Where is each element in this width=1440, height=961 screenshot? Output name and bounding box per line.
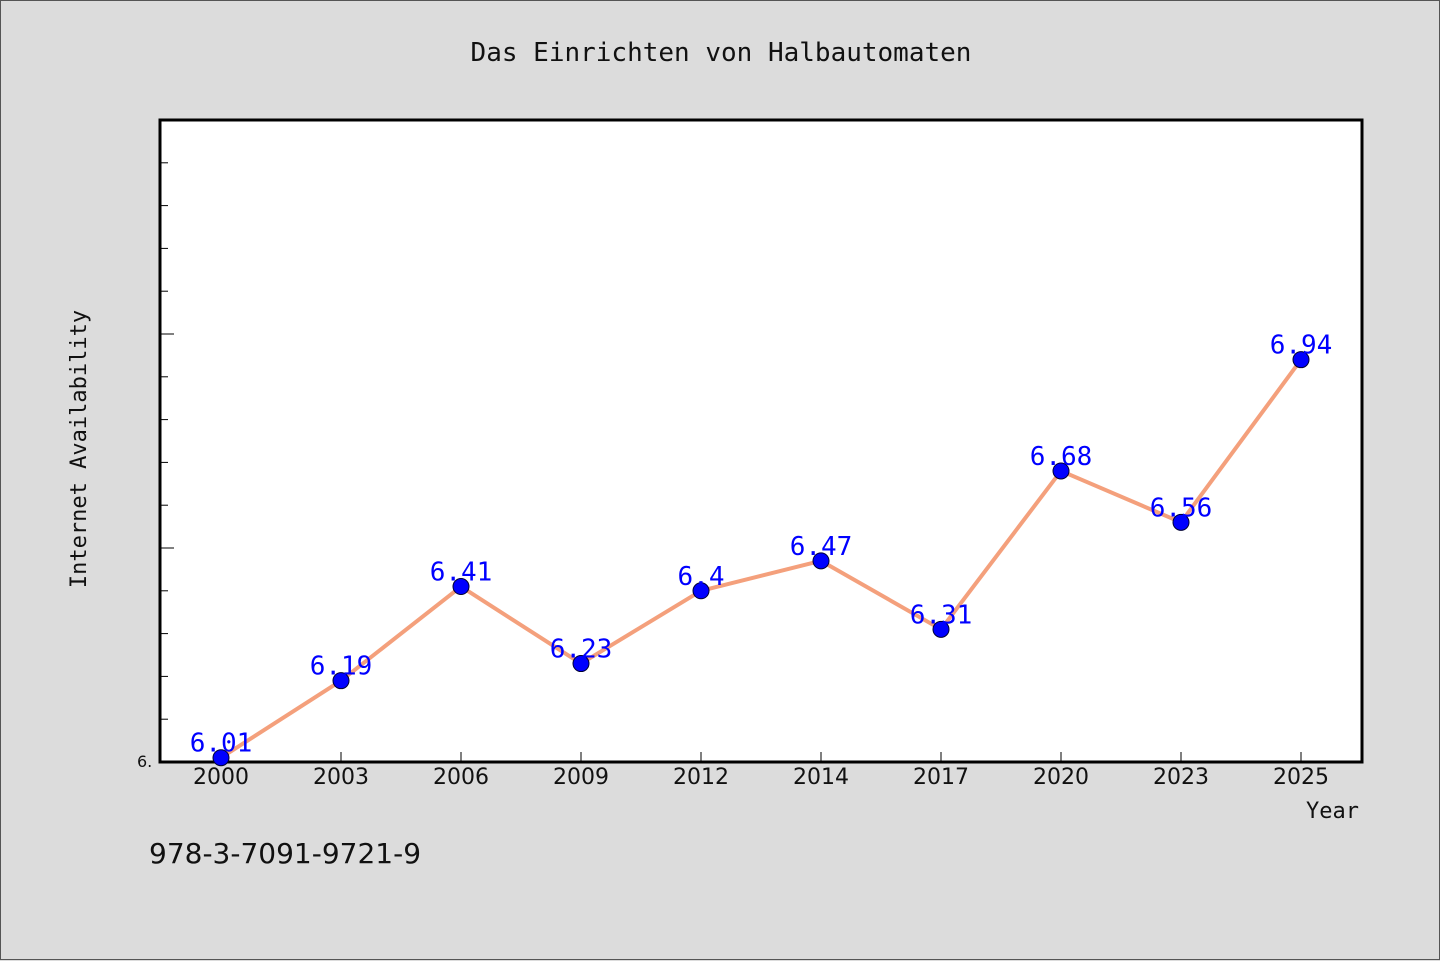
data-point (932, 620, 950, 638)
data-point (692, 582, 710, 600)
data-label: 6.23 (550, 635, 613, 665)
chart-title: Das Einrichten von Halbautomaten (471, 38, 972, 68)
x-tick-label: 2006 (433, 765, 489, 790)
series-line (219, 358, 1303, 760)
data-label: 6.4 (678, 562, 725, 592)
x-tick-label: 2025 (1273, 765, 1329, 790)
x-tick-label: 2000 (193, 765, 249, 790)
x-axis-ticks: 2000 2003 2006 2009 2012 2014 2017 2020 2023 2025 (193, 752, 1329, 790)
x-tick-label: 2012 (673, 765, 729, 790)
series-markers (212, 351, 1310, 767)
data-label: 6.01 (190, 729, 253, 759)
y-axis-label: Internet Availability (67, 310, 92, 588)
x-tick-label: 2020 (1033, 765, 1089, 790)
data-label: 6.31 (910, 600, 973, 630)
data-point (452, 578, 470, 596)
data-label: 6.19 (310, 652, 373, 682)
data-point (812, 552, 830, 570)
data-point (212, 749, 230, 767)
data-labels: 6.01 6.19 6.41 6.23 6.4 6.47 6.31 6.68 6.56 6.94 (190, 331, 1333, 759)
data-point (332, 672, 350, 690)
data-label: 6.56 (1150, 493, 1213, 523)
y-tick-label: 6. (137, 752, 152, 771)
plot-area (158, 118, 1364, 764)
data-point (572, 655, 590, 673)
x-tick-label: 2009 (553, 765, 609, 790)
y-axis-ticks (160, 162, 174, 720)
data-label: 6.94 (1270, 331, 1333, 361)
x-tick-label: 2017 (913, 765, 969, 790)
data-label: 6.47 (790, 532, 853, 562)
data-point (1292, 351, 1310, 369)
data-label: 6.68 (1030, 442, 1093, 472)
isbn-text: 978-3-7091-9721-9 (149, 837, 421, 870)
x-tick-label: 2014 (793, 765, 849, 790)
data-point (1172, 513, 1190, 531)
x-tick-label: 2023 (1153, 765, 1209, 790)
data-point (1052, 462, 1070, 480)
x-tick-label: 2003 (313, 765, 369, 790)
x-axis-label: Year (1306, 799, 1359, 824)
data-label: 6.41 (430, 558, 493, 588)
